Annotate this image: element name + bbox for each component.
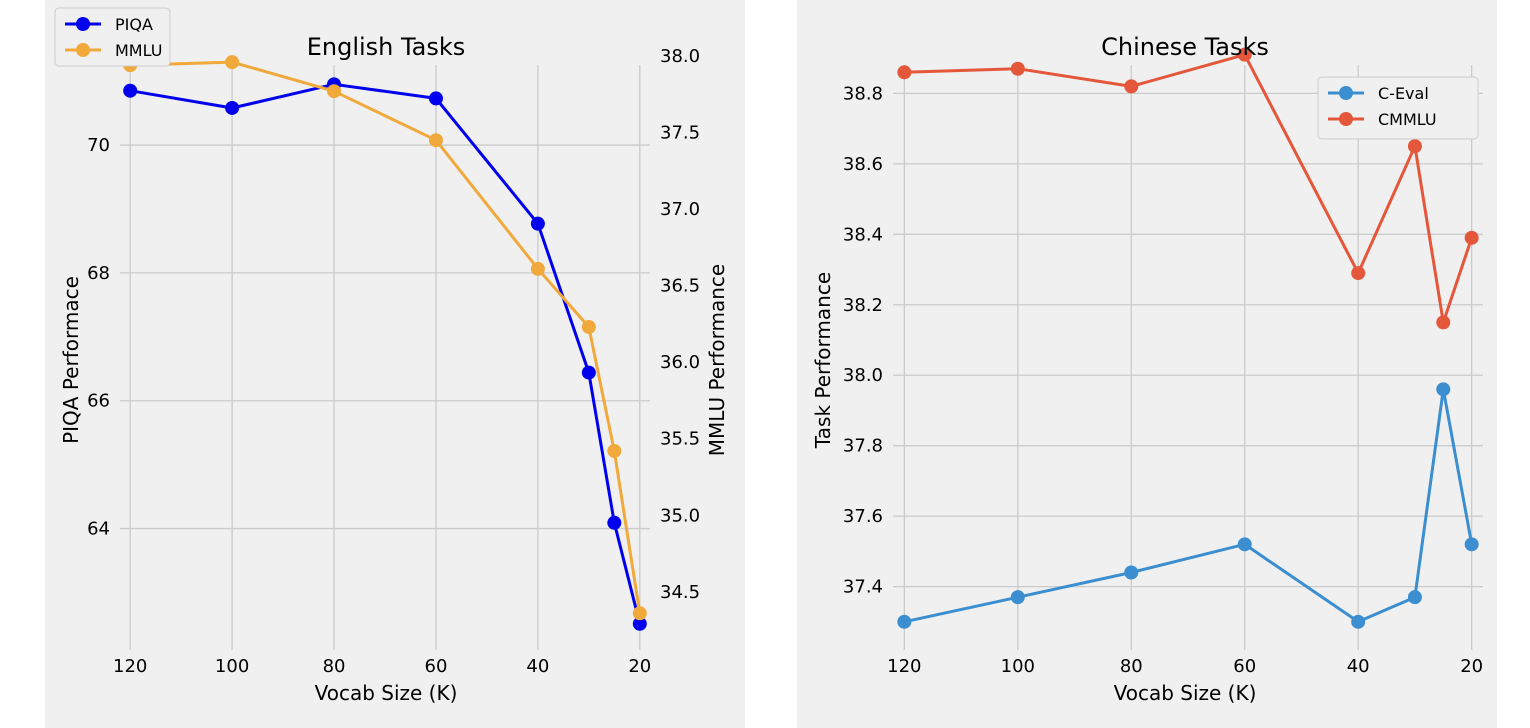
y-tick-label: 38.2: [843, 295, 883, 316]
y-tick-label: 37.8: [843, 436, 883, 457]
x-tick-label: 80: [323, 656, 346, 677]
data-point-cmmlu: [1010, 61, 1025, 76]
data-point-piqa: [123, 83, 138, 98]
data-point-piqa: [632, 616, 647, 631]
data-point-c-eval: [1351, 614, 1366, 629]
data-point-c-eval: [897, 614, 912, 629]
legend-marker-cmmlu: [1339, 112, 1353, 126]
x-tick-label: 60: [1233, 656, 1256, 677]
chart-title: Chinese Tasks: [1101, 33, 1269, 61]
x-axis-label: Vocab Size (K): [1114, 681, 1257, 705]
legend-label: PIQA: [115, 15, 153, 34]
data-point-mmlu: [581, 319, 596, 334]
y-tick-label: 38.8: [843, 83, 883, 104]
data-point-cmmlu: [1237, 47, 1252, 62]
y2-tick-label: 37.0: [660, 199, 700, 220]
data-point-mmlu: [428, 133, 443, 148]
data-point-c-eval: [1010, 590, 1025, 605]
x-tick-label: 120: [887, 656, 921, 677]
y-tick-label: 38.6: [843, 154, 883, 175]
x-tick-label: 40: [1347, 656, 1370, 677]
data-point-cmmlu: [1351, 266, 1366, 281]
data-point-c-eval: [1436, 382, 1451, 397]
legend: PIQA MMLU: [54, 7, 171, 67]
x-axis-label: Vocab Size (K): [315, 681, 458, 705]
legend-label: CMMLU: [1378, 110, 1437, 129]
series-line-mmlu: [130, 60, 642, 614]
x-tick-label: 20: [1460, 656, 1483, 677]
data-point-cmmlu: [897, 65, 912, 80]
x-tick-label: 100: [215, 656, 249, 677]
x-tick-label: 60: [425, 656, 448, 677]
data-point-piqa: [225, 100, 240, 115]
y2-tick-label: 36.0: [660, 352, 700, 373]
y-tick-label: 70: [87, 135, 110, 156]
legend-marker-piqa: [76, 17, 90, 31]
legend: C-Eval CMMLU: [1317, 76, 1479, 140]
data-point-mmlu: [327, 84, 342, 99]
y-tick-label: 37.4: [843, 577, 883, 598]
data-point-mmlu: [530, 261, 545, 276]
data-point-piqa: [428, 91, 443, 106]
y2-tick-label: 35.0: [660, 505, 700, 526]
data-point-c-eval: [1237, 537, 1252, 552]
chart-title: English Tasks: [307, 33, 466, 61]
legend-marker-mmlu: [76, 43, 90, 57]
legend-label: C-Eval: [1378, 84, 1429, 103]
x-tick-label: 100: [1001, 656, 1035, 677]
data-point-c-eval: [1407, 590, 1422, 605]
y2-tick-label: 35.5: [660, 429, 700, 450]
data-point-piqa: [530, 216, 545, 231]
y-tick-label: 37.6: [843, 506, 883, 527]
data-point-cmmlu: [1436, 315, 1451, 330]
y-tick-label: 68: [87, 263, 110, 284]
y2-axis-label: MMLU Performance: [705, 264, 729, 456]
y2-tick-label: 37.5: [660, 123, 700, 144]
y-tick-label: 38.4: [843, 224, 883, 245]
x-tick-label: 20: [628, 656, 651, 677]
y2-tick-label: 36.5: [660, 276, 700, 297]
data-point-mmlu: [632, 606, 647, 621]
y-tick-label: 38.0: [843, 365, 883, 386]
x-tick-label: 80: [1120, 656, 1143, 677]
y-tick-label: 66: [87, 391, 110, 412]
chinese-tasks-chart: 120 100 80 60 40 20 37.4 37.6 37.8 38.0 38.2 38.4 38…: [797, 0, 1497, 728]
series-line-c-eval: [903, 387, 1474, 624]
y-axis-label: PIQA Performace: [59, 276, 83, 444]
legend-label: MMLU: [115, 41, 162, 60]
y-tick-label: 64: [87, 519, 110, 540]
data-point-c-eval: [1124, 565, 1139, 580]
data-point-cmmlu: [1464, 230, 1479, 245]
series-line-piqa: [129, 82, 642, 625]
series-line-cmmlu: [904, 53, 1474, 324]
data-point-cmmlu: [1407, 139, 1422, 154]
y2-tick-label: 34.5: [660, 582, 700, 603]
y2-tick-label: 38.0: [660, 46, 700, 67]
x-tick-label: 40: [526, 656, 549, 677]
english-tasks-chart: 120 100 80 60 40 20 64 66 68 70 34.5 35.0 35.5 36.0 36…: [45, 0, 745, 728]
data-point-mmlu: [225, 55, 240, 70]
x-tick-label: 120: [113, 656, 147, 677]
data-point-c-eval: [1464, 537, 1479, 552]
data-point-mmlu: [607, 443, 622, 458]
legend-marker-c-eval: [1339, 86, 1353, 100]
data-point-cmmlu: [1124, 79, 1139, 94]
data-point-piqa: [607, 515, 622, 530]
data-point-piqa: [581, 365, 596, 380]
y-axis-label: Task Performance: [811, 272, 835, 449]
